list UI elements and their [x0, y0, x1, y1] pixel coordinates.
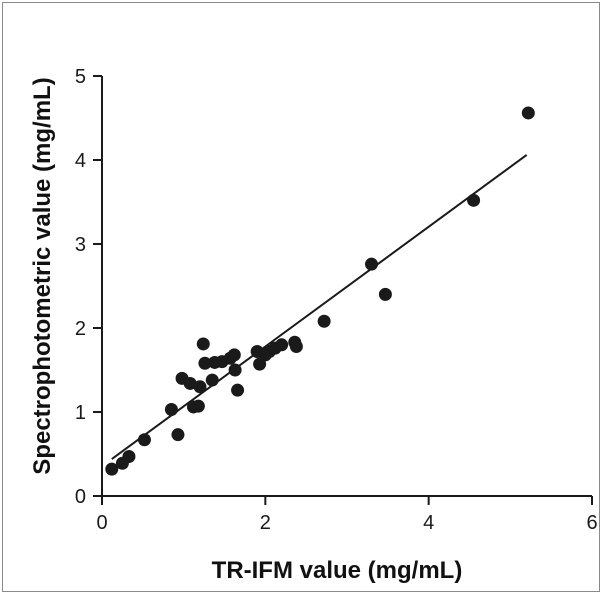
y-tick-label: 1: [75, 402, 86, 424]
data-point: [467, 193, 481, 207]
data-point: [183, 376, 197, 390]
x-tick-label: 2: [260, 512, 271, 534]
x-axis-title: TR-IFM value (mg/mL): [212, 557, 463, 584]
data-point: [378, 287, 392, 301]
data-point: [105, 462, 119, 476]
regression-line: [111, 154, 528, 460]
x-tick-label: 6: [586, 512, 597, 534]
y-tick-label: 2: [75, 318, 86, 340]
x-ticks: 0 2 4 6: [96, 496, 598, 534]
data-point: [228, 363, 242, 377]
data-point: [171, 428, 185, 442]
data-points: [105, 106, 535, 476]
x-tick-label: 4: [423, 512, 434, 534]
axes: [101, 76, 592, 497]
data-point: [275, 338, 289, 352]
data-point: [122, 450, 136, 464]
data-point: [164, 402, 178, 416]
data-point: [231, 383, 245, 397]
y-ticks: 0 1 2 3 4 5: [75, 66, 102, 508]
y-axis-title: Spectrophotometric value (mg/mL): [29, 77, 56, 474]
fit-line-group: [111, 154, 528, 460]
y-tick-label: 4: [75, 150, 86, 172]
data-point: [193, 380, 207, 394]
data-point: [227, 348, 241, 362]
y-tick-label: 5: [75, 66, 86, 88]
data-point: [521, 106, 535, 120]
data-point: [289, 339, 303, 353]
data-point: [191, 399, 205, 413]
data-point: [137, 433, 151, 447]
y-tick-label: 3: [75, 234, 86, 256]
data-point: [365, 257, 378, 271]
x-tick-label: 0: [96, 512, 107, 534]
data-point: [198, 356, 212, 370]
data-point: [196, 337, 210, 351]
data-point: [205, 373, 219, 387]
data-point: [317, 314, 331, 328]
y-tick-label: 0: [75, 486, 86, 508]
